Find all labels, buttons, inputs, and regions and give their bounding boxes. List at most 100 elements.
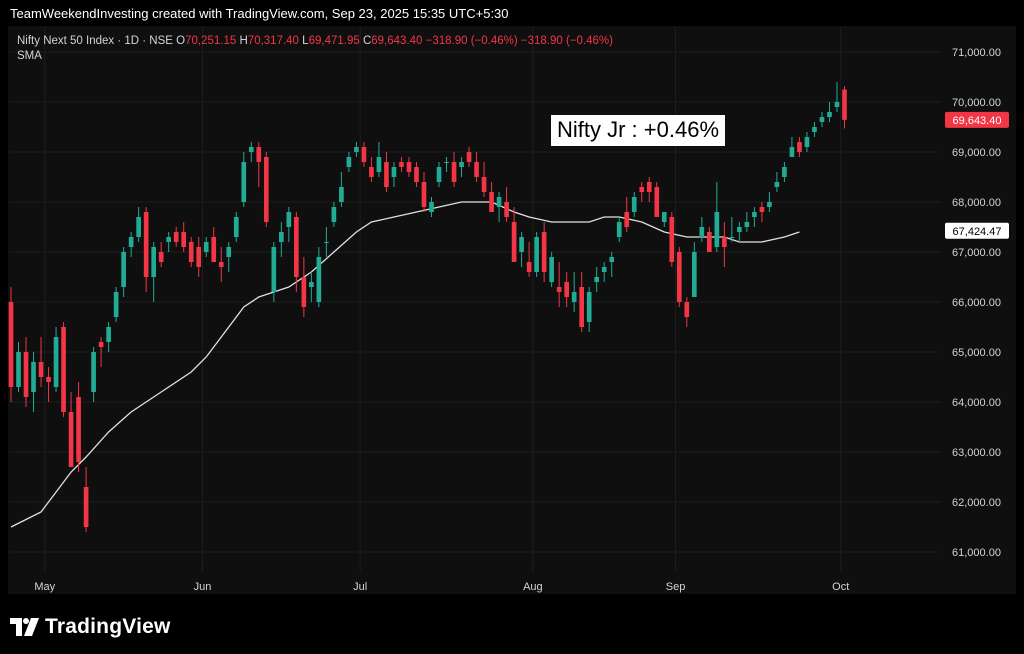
candle[interactable] [451,152,457,187]
chart-panel[interactable] [8,26,1016,594]
candle[interactable] [316,247,322,307]
candle[interactable] [459,157,464,177]
candle[interactable] [729,217,735,242]
candle[interactable] [474,152,479,182]
candle[interactable] [226,242,232,272]
candle[interactable] [354,142,359,157]
candle[interactable] [556,262,562,307]
candle[interactable] [391,162,397,187]
candle[interactable] [196,237,202,277]
candle[interactable] [166,232,172,252]
candle[interactable] [256,142,262,187]
candle[interactable] [158,242,164,267]
candle[interactable] [346,152,352,172]
candle[interactable] [278,222,284,257]
candle[interactable] [504,187,509,222]
candle[interactable] [136,207,141,242]
candle[interactable] [98,337,104,367]
candle[interactable] [286,207,292,242]
candle[interactable] [128,232,134,257]
candle[interactable] [53,327,59,392]
candle[interactable] [339,172,344,207]
candle[interactable] [579,272,585,332]
candle[interactable] [233,212,239,242]
candle[interactable] [684,297,690,327]
candle[interactable] [436,162,442,187]
candle[interactable] [714,182,720,252]
candle[interactable] [421,172,427,212]
candle[interactable] [481,162,487,197]
candle[interactable] [151,242,156,302]
candle[interactable] [541,222,547,282]
candle[interactable] [143,207,149,292]
candle[interactable] [707,227,712,252]
candle[interactable] [121,247,126,297]
candle[interactable] [466,147,472,167]
candle[interactable] [68,392,74,467]
candle[interactable] [429,197,434,217]
candle[interactable] [737,222,742,242]
candle[interactable] [31,352,36,412]
candle[interactable] [38,337,44,387]
candle[interactable] [601,262,607,282]
candle[interactable] [211,227,217,262]
candle[interactable] [767,192,772,212]
candle[interactable] [309,272,314,302]
candle[interactable] [744,212,750,232]
candle[interactable] [106,322,111,352]
candle[interactable] [812,122,817,137]
candle[interactable] [827,102,832,122]
candle[interactable] [301,257,307,317]
candle[interactable] [594,267,600,292]
candle[interactable] [83,467,89,532]
sma-indicator-label[interactable]: SMA [17,50,42,62]
candle[interactable] [23,337,29,407]
candle[interactable] [91,347,96,402]
candle[interactable] [676,247,682,307]
candle[interactable] [819,112,825,127]
candle[interactable] [76,382,81,472]
candle[interactable] [782,162,787,182]
candle[interactable] [489,182,494,212]
candle[interactable] [526,242,532,277]
candle[interactable] [691,242,697,297]
candle[interactable] [376,142,382,177]
candle[interactable] [173,227,179,247]
candle[interactable] [639,182,645,202]
candle[interactable] [384,152,389,192]
candle[interactable] [113,287,119,322]
candle[interactable] [752,207,757,227]
candle[interactable] [789,137,795,157]
candle[interactable] [759,202,765,222]
candle[interactable] [406,157,412,177]
candle[interactable] [263,152,269,227]
candle[interactable] [669,212,675,267]
symbol-legend[interactable]: Nifty Next 50 Index · 1D · NSE O70,251.1… [17,35,613,47]
candle[interactable] [797,137,802,157]
candle[interactable] [564,272,569,307]
candle[interactable] [496,192,502,222]
candle[interactable] [294,212,299,292]
candle[interactable] [248,142,254,162]
candle[interactable] [61,322,66,417]
candle[interactable] [534,232,539,277]
candle[interactable] [188,237,194,267]
candle[interactable] [444,157,449,172]
candle[interactable] [774,172,780,192]
candle[interactable] [399,157,404,172]
candle[interactable] [661,212,667,227]
candle[interactable] [203,237,209,257]
candle[interactable] [241,152,247,207]
candle[interactable] [654,182,660,217]
candle[interactable] [616,217,622,242]
candle[interactable] [624,197,630,232]
chart-annotation[interactable]: Nifty Jr : +0.46% [551,115,726,146]
candle[interactable] [8,287,14,402]
candle[interactable] [842,86,847,129]
candle[interactable] [586,287,592,332]
candle[interactable] [699,217,705,242]
candle[interactable] [722,222,727,267]
candle[interactable] [571,272,577,312]
candle[interactable] [631,192,637,217]
